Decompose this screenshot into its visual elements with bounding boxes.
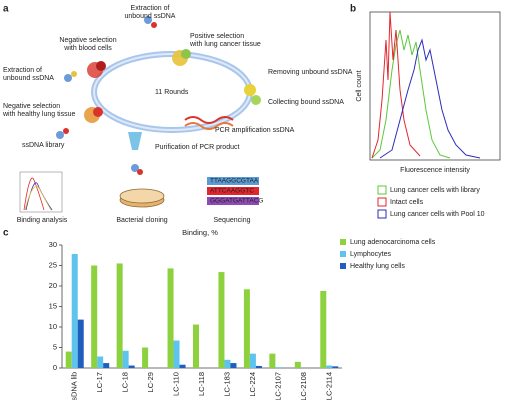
y-axis-label: Cell count	[356, 70, 363, 101]
bar	[320, 290, 327, 368]
step-label: Negative selection	[59, 37, 116, 44]
bar	[255, 365, 262, 368]
x-tick-label: LC-17	[95, 372, 104, 392]
bar	[269, 353, 276, 368]
step-label: PCR amplification ssDNA	[215, 127, 295, 134]
step-label: Purification of PCR product	[155, 144, 239, 151]
x-tick-label: LC-18	[121, 372, 130, 392]
step-label: unbound ssDNA	[125, 13, 176, 20]
bar	[167, 268, 174, 368]
step-label: Binding analysis	[17, 217, 68, 224]
step-label: Bacterial cloning	[116, 217, 167, 224]
legend-label: Intact cells	[390, 199, 424, 206]
bar	[65, 351, 72, 368]
legend-swatch	[340, 263, 346, 269]
legend-label: Lymphocytes	[350, 251, 391, 258]
bar	[224, 359, 231, 368]
step-label: Removing unbound ssDNA	[268, 69, 353, 76]
round-label: 11 Rounds	[155, 89, 189, 96]
sequence: GGGATGATTACG	[210, 198, 263, 205]
panel-label: a	[3, 4, 9, 15]
bar	[77, 319, 84, 368]
legend-label: Lung adenocarcinoma cells	[350, 239, 436, 246]
histogram-curves	[371, 11, 481, 159]
bar	[142, 347, 149, 368]
y-tick-label: 20	[49, 281, 57, 290]
x-tick-label: LC-2114	[324, 372, 333, 400]
bar	[193, 324, 199, 368]
step-label: with blood cells	[63, 45, 112, 52]
icons	[19, 16, 261, 213]
step-label: unbound ssDNA	[3, 75, 54, 82]
x-tick-label: LC-110	[172, 372, 181, 396]
bar	[97, 356, 104, 368]
y-tick-label: 30	[49, 240, 57, 249]
bar	[116, 263, 123, 368]
bar	[326, 365, 333, 368]
legend-swatch	[377, 185, 387, 195]
legend-label: Lung cancer cells with Pool 10	[390, 211, 485, 218]
legend-swatch	[340, 251, 346, 257]
x-tick-label: LC-2108	[299, 372, 308, 400]
step-label: Positive selection	[190, 33, 244, 40]
bar	[230, 363, 237, 368]
step-label: ssDNA library	[22, 142, 65, 149]
x-axis-label: Fluorescence intensity	[400, 167, 470, 174]
bar	[173, 340, 180, 368]
sequence: TTAAGGCGTAA	[210, 178, 259, 185]
x-tick-label: LC-118	[197, 372, 206, 396]
y-tick-label: 15	[49, 301, 57, 310]
panel-label: c	[3, 228, 9, 239]
bar	[249, 353, 256, 368]
bar	[243, 289, 250, 368]
y-tick-label: 5	[53, 342, 57, 351]
x-tick-label: ssDNA lib	[70, 372, 79, 400]
y-tick-label: 0	[53, 363, 57, 372]
step-label: with lung cancer tissue	[189, 41, 261, 48]
bar	[332, 366, 339, 368]
legend-swatch	[377, 197, 387, 207]
sequence: ATTCAAGGTC	[210, 188, 254, 195]
chart-title: Binding, %	[182, 228, 218, 237]
bar	[275, 367, 282, 368]
legend-swatch	[377, 209, 387, 219]
step-label: with healthy lung tissue	[2, 111, 75, 118]
step-label: Extraction of	[3, 67, 42, 74]
step-label: Sequencing	[214, 217, 251, 224]
panel-label: b	[350, 4, 356, 15]
step-label: Negative selection	[3, 103, 60, 110]
bar	[122, 350, 129, 368]
x-tick-label: LC-2107	[273, 372, 282, 400]
bar	[91, 265, 98, 368]
step-label: Collecting bound ssDNA	[268, 99, 344, 106]
bar	[218, 272, 225, 368]
y-tick-label: 25	[49, 260, 57, 269]
y-tick-label: 10	[49, 322, 57, 331]
legend-label: Healthy lung cells	[350, 263, 405, 270]
x-tick-label: LC-29	[146, 372, 155, 392]
x-tick-label: LC-183	[222, 372, 231, 397]
x-tick-label: LC-224	[248, 372, 257, 397]
bar	[294, 361, 301, 368]
bar	[128, 365, 135, 368]
bar	[103, 363, 110, 368]
legend-label: Lung cancer cells with library	[390, 187, 480, 194]
bar	[179, 364, 186, 368]
plot-frame	[369, 11, 501, 161]
step-label: Extraction of	[131, 5, 170, 12]
legend-swatch	[340, 239, 346, 245]
bar	[71, 254, 78, 368]
